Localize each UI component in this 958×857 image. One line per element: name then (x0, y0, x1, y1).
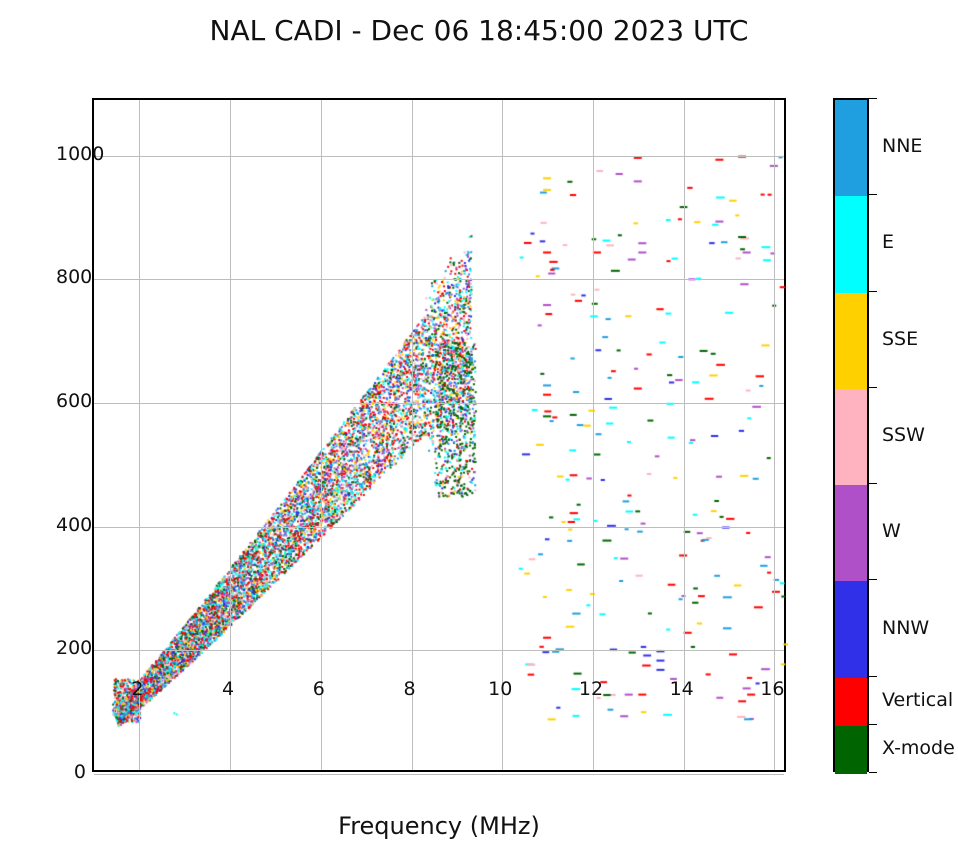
chart-root: NAL CADI - Dec 06 18:45:00 2023 UTC Freq… (0, 0, 958, 857)
chart-title: NAL CADI - Dec 06 18:45:00 2023 UTC (0, 14, 958, 47)
colorbar-segment-sse (835, 293, 867, 389)
colorbar-tick (869, 98, 877, 99)
colorbar-segment-vertical (835, 678, 867, 726)
ytick-label-800: 800 (56, 266, 86, 288)
colorbar-segment-w (835, 485, 867, 581)
colorbar-tick (869, 772, 877, 773)
gridline-horizontal (94, 527, 784, 528)
gridline-horizontal (94, 650, 784, 651)
colorbar-segment-nne (835, 100, 867, 196)
colorbar-label-nnw: NNW (882, 617, 929, 639)
colorbar-tick (869, 483, 877, 484)
colorbar-segment-e (835, 196, 867, 292)
ytick-label-1000: 1000 (56, 143, 86, 165)
gridline-vertical (684, 100, 685, 770)
gridline-vertical (593, 100, 594, 770)
xaxis-title: Frequency (MHz) (92, 812, 786, 840)
gridline-vertical (502, 100, 503, 770)
gridline-vertical (321, 100, 322, 770)
colorbar-tick (869, 194, 877, 195)
colorbar-tick (869, 291, 877, 292)
plot-area (92, 98, 786, 772)
gridline-vertical (774, 100, 775, 770)
colorbar-segment-nnw (835, 581, 867, 677)
ytick-label-200: 200 (56, 637, 86, 659)
xtick-label-12: 12 (579, 678, 603, 700)
gridline-horizontal (94, 403, 784, 404)
colorbar-tick (869, 676, 877, 677)
gridline-vertical (139, 100, 140, 770)
xtick-label-2: 2 (131, 678, 143, 700)
xtick-label-14: 14 (670, 678, 694, 700)
xtick-label-16: 16 (760, 678, 784, 700)
gridline-horizontal (94, 156, 784, 157)
xtick-label-10: 10 (488, 678, 512, 700)
colorbar-label-nne: NNE (882, 135, 922, 157)
colorbar-tick (869, 579, 877, 580)
colorbar-label-e: E (882, 231, 894, 253)
colorbar-segment-ssw (835, 389, 867, 485)
xtick-label-6: 6 (313, 678, 325, 700)
gridline-horizontal (94, 279, 784, 280)
ytick-label-400: 400 (56, 514, 86, 536)
ytick-label-0: 0 (56, 761, 86, 783)
xtick-label-8: 8 (403, 678, 415, 700)
colorbar-label-sse: SSE (882, 328, 918, 350)
colorbar-segment-x-mode (835, 726, 867, 774)
gridline-vertical (412, 100, 413, 770)
colorbar-label-ssw: SSW (882, 424, 925, 446)
gridline-horizontal (94, 774, 784, 775)
colorbar-tick (869, 724, 877, 725)
colorbar-label-x-mode: X-mode (882, 737, 955, 759)
gridline-vertical (230, 100, 231, 770)
xtick-label-4: 4 (222, 678, 234, 700)
colorbar-label-w: W (882, 520, 901, 542)
colorbar-tick (869, 387, 877, 388)
colorbar[interactable] (833, 98, 869, 772)
colorbar-label-vertical: Vertical (882, 689, 953, 711)
ytick-label-600: 600 (56, 390, 86, 412)
